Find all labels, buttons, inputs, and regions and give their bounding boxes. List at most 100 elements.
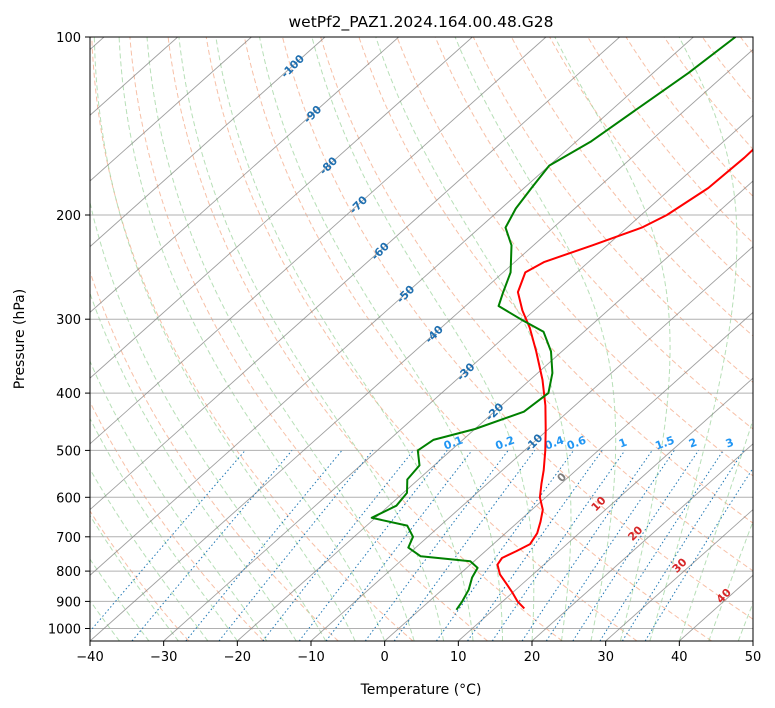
dry-adiabat <box>91 37 414 641</box>
temperature-profile-line <box>496 148 753 610</box>
dry-adiabat <box>701 37 753 103</box>
mixing-ratio-line <box>90 450 246 633</box>
moist-adiabat <box>258 37 503 641</box>
mixing-ratio-label: 3 <box>724 436 736 451</box>
mixing-ratio-line <box>218 450 374 641</box>
mixing-ratio-label: 0.2 <box>494 434 517 453</box>
moist-adiabat <box>737 601 753 641</box>
isotherm <box>90 37 326 248</box>
y-tick-label: 900 <box>56 595 81 610</box>
isotherm <box>90 37 620 511</box>
isotherm <box>90 37 252 182</box>
y-tick-label: 400 <box>56 387 81 402</box>
dry-adiabat <box>434 37 753 430</box>
isotherm <box>90 37 473 379</box>
moist-adiabat <box>311 37 535 641</box>
x-tick-label: 30 <box>597 650 614 665</box>
moist-adiabat <box>90 514 179 641</box>
mixing-ratio-line <box>644 467 753 641</box>
y-tick-label: 200 <box>56 209 81 224</box>
dry-adiabat <box>768 24 775 641</box>
mixing-ratio-line <box>545 450 675 641</box>
dry-adiabat <box>281 37 753 620</box>
mixing-ratio-line <box>572 450 700 641</box>
dewpoint-profile-line <box>370 37 737 611</box>
x-tick-label: 40 <box>671 650 688 665</box>
moist-adiabat <box>90 468 209 641</box>
mixing-ratio-line <box>491 450 626 641</box>
dry-adiabat <box>510 37 753 337</box>
y-axis-label: Pressure (hPa) <box>12 289 28 389</box>
x-tick-label: −20 <box>224 650 251 665</box>
moist-adiabat <box>375 37 572 641</box>
x-axis-label: Temperature (°C) <box>360 682 482 698</box>
mixing-ratio-line <box>325 450 473 641</box>
moist-adiabat <box>90 200 327 641</box>
axes: −40 −30 −20 −10 0 10 20 30 40 50 1000 900 800 700 600 5… <box>48 31 761 665</box>
moist-adiabat <box>708 520 753 641</box>
moist-adiabat-label: 20 <box>625 523 645 543</box>
x-tick-label: −30 <box>150 650 177 665</box>
mixing-ratio-line <box>621 450 745 641</box>
isotherm <box>752 640 753 641</box>
moist-adiabat-label: 10 <box>589 494 609 514</box>
x-tick-label: 50 <box>745 650 762 665</box>
dry-adiabat <box>90 270 339 641</box>
isotherm <box>531 443 753 641</box>
mixing-ratio-line <box>131 450 293 641</box>
dry-adiabat <box>90 400 264 641</box>
isotherm <box>90 37 399 314</box>
dry-adiabat <box>472 37 753 384</box>
moist-adiabat <box>90 291 297 641</box>
dry-adiabat <box>167 37 563 641</box>
mixing-ratio-label: 0.6 <box>565 434 588 453</box>
mixing-ratio-label: 0.1 <box>442 434 465 453</box>
dry-adiabat <box>90 510 190 641</box>
mixing-ratio-label: 1.5 <box>654 434 677 453</box>
mixing-ratio-line <box>521 450 653 641</box>
y-tick-label: 600 <box>56 491 81 506</box>
isotherm <box>384 311 753 641</box>
mixing-ratio-label: 1 <box>617 436 629 451</box>
background-lines <box>90 24 775 641</box>
moist-adiabat <box>118 37 386 641</box>
moist-adiabat <box>90 558 150 641</box>
dry-adiabat <box>358 37 753 524</box>
isotherm <box>90 37 547 445</box>
x-tick-label: −40 <box>76 650 103 665</box>
line-labels: 0.10.20.40.611.52346810131620253036-100-… <box>278 52 736 606</box>
mixing-ratio-line <box>393 450 536 641</box>
mixing-ratio-line <box>262 450 414 641</box>
isotherm <box>458 377 753 641</box>
profiles <box>370 37 753 611</box>
moist-adiabat <box>146 37 415 641</box>
y-tick-label: 1000 <box>48 623 81 638</box>
mixing-ratio-line <box>364 450 509 641</box>
moist-adiabat <box>678 418 753 641</box>
moist-adiabat <box>215 37 474 641</box>
x-tick-label: −10 <box>297 650 324 665</box>
isotherm <box>679 574 753 641</box>
moist-adiabat-label: 40 <box>714 586 734 606</box>
mixing-ratio-label: 2 <box>687 436 699 451</box>
isotherm <box>237 180 753 641</box>
moist-adiabat <box>90 417 238 641</box>
dry-adiabat <box>205 37 638 641</box>
dry-adiabat <box>320 37 753 572</box>
moist-adiabat <box>554 37 671 641</box>
y-tick-label: 300 <box>56 313 81 328</box>
x-tick-label: 10 <box>450 650 467 665</box>
chart-title: wetPf2_PAZ1.2024.164.00.48.G28 <box>289 13 554 32</box>
moist-adiabat <box>454 37 617 641</box>
mixing-ratio-line <box>435 450 575 641</box>
moist-adiabat <box>93 37 356 641</box>
isotherm <box>90 37 694 576</box>
moist-adiabat <box>649 37 738 641</box>
plot-frame <box>89 36 754 642</box>
dry-adiabat <box>549 37 753 291</box>
isotherm <box>310 246 753 641</box>
isotherm <box>605 508 753 641</box>
y-tick-label: 800 <box>56 565 81 580</box>
x-tick-label: 20 <box>524 650 541 665</box>
